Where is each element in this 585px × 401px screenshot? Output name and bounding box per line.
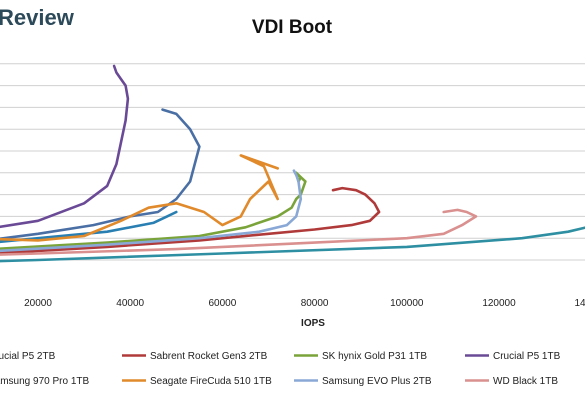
series-line-7 bbox=[0, 208, 478, 256]
x-tick-label: 100000 bbox=[390, 298, 424, 309]
x-tick-label: 120000 bbox=[482, 298, 516, 309]
legend-label: Seagate FireCuda 510 1TB bbox=[150, 376, 272, 387]
legend-label: SK hynix Gold P31 1TB bbox=[322, 351, 427, 362]
x-tick-label: 80000 bbox=[301, 298, 329, 309]
series-line-4 bbox=[0, 210, 178, 244]
x-axis-ticks: 20000 40000 60000 80000 100000 120000 140000 bbox=[24, 298, 585, 309]
series-line-8 bbox=[0, 226, 585, 263]
legend-label: Crucial P5 1TB bbox=[493, 351, 561, 362]
x-axis-label: IOPS bbox=[301, 318, 325, 329]
legend-label: WD Black 1TB bbox=[493, 376, 558, 387]
legend-label: Sabrent Rocket Gen3 2TB bbox=[150, 351, 268, 362]
series-line-3 bbox=[0, 64, 130, 229]
legend: Crucial P5 2TB Sabrent Rocket Gen3 2TB SK … bbox=[0, 351, 561, 387]
plot-series bbox=[0, 64, 585, 263]
brand-logo-text: Review bbox=[0, 5, 75, 30]
legend-label: Crucial P5 2TB bbox=[0, 351, 56, 362]
x-tick-label: 60000 bbox=[208, 298, 236, 309]
chart-title: VDI Boot bbox=[252, 17, 333, 38]
x-tick-label: 20000 bbox=[24, 298, 52, 309]
legend-label: Samsung EVO Plus 2TB bbox=[322, 376, 432, 387]
legend-label: Samsung 970 Pro 1TB bbox=[0, 376, 89, 387]
x-tick-label: 40000 bbox=[116, 298, 144, 309]
series-line-6 bbox=[0, 169, 303, 253]
series-line-1 bbox=[0, 186, 381, 255]
series-line-2 bbox=[0, 171, 307, 250]
x-tick-label: 140000 bbox=[575, 298, 585, 309]
series-line-5 bbox=[0, 154, 280, 242]
